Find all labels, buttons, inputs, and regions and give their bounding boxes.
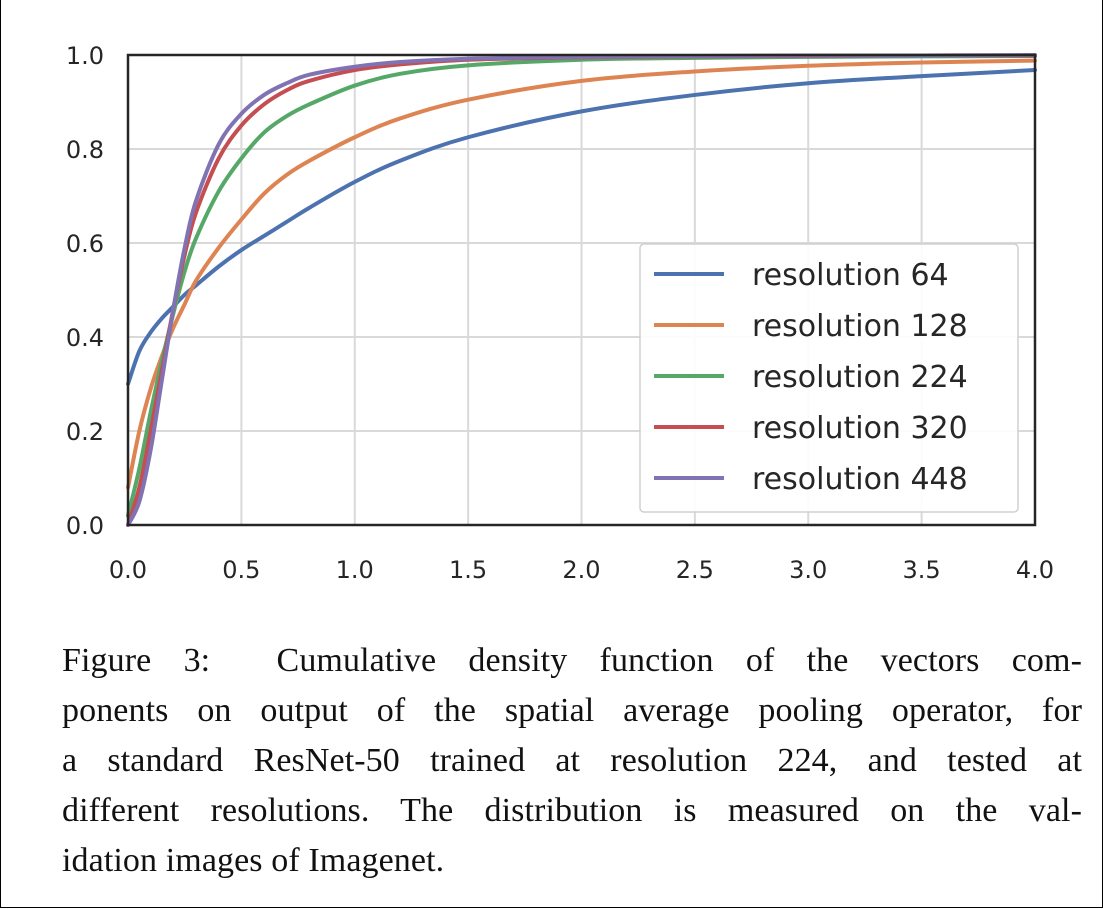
x-tick-label: 1.0 bbox=[336, 556, 374, 584]
cdf-line-chart: 0.0 0.5 1.0 1.5 2.0 2.5 3.0 3.5 4.0 0.0 0.2 0.4 0.6… bbox=[66, 42, 1054, 584]
caption-line: ponents on output of the spatial average… bbox=[62, 692, 1082, 729]
caption-line: idation images of Imagenet. bbox=[62, 842, 445, 879]
axes-frame bbox=[126, 53, 1037, 527]
y-tick-label: 0.6 bbox=[66, 230, 104, 258]
legend-label-1: resolution 128 bbox=[752, 309, 968, 344]
y-tick-label: 0.0 bbox=[66, 512, 104, 540]
series-lines bbox=[126, 53, 1037, 527]
caption-line: different resolutions. The distribution … bbox=[62, 792, 1082, 829]
series-line-0 bbox=[126, 68, 1037, 386]
legend-label-4: resolution 448 bbox=[752, 462, 968, 497]
x-tick-label: 1.5 bbox=[449, 556, 487, 584]
caption-line: Figure 3: Cumulative density function of… bbox=[62, 642, 1082, 679]
caption-line: a standard ResNet-50 trained at resoluti… bbox=[62, 742, 1082, 779]
y-tick-label: 0.8 bbox=[66, 136, 104, 164]
x-tick-label: 0.5 bbox=[222, 556, 260, 584]
x-tick-label: 4.0 bbox=[1016, 556, 1054, 584]
legend-label-2: resolution 224 bbox=[752, 360, 968, 395]
legend: resolution 64 resolution 128 resolution 22… bbox=[639, 243, 1019, 513]
x-tick-label: 3.0 bbox=[789, 556, 827, 584]
x-tick-label: 0.0 bbox=[109, 556, 147, 584]
legend-box bbox=[639, 243, 1019, 513]
x-tick-label: 3.5 bbox=[903, 556, 941, 584]
figure-caption: Figure 3: Cumulative density function of… bbox=[62, 636, 1082, 886]
y-tick-labels: 0.0 0.2 0.4 0.6 0.8 1.0 bbox=[66, 42, 104, 540]
y-tick-label: 0.2 bbox=[66, 418, 104, 446]
y-tick-label: 0.4 bbox=[66, 324, 104, 352]
x-tick-label: 2.5 bbox=[676, 556, 714, 584]
x-tick-labels: 0.0 0.5 1.0 1.5 2.0 2.5 3.0 3.5 4.0 bbox=[109, 556, 1054, 584]
y-tick-label: 1.0 bbox=[66, 42, 104, 70]
x-tick-label: 2.0 bbox=[562, 556, 600, 584]
legend-label-0: resolution 64 bbox=[752, 258, 949, 293]
legend-label-3: resolution 320 bbox=[752, 411, 968, 446]
